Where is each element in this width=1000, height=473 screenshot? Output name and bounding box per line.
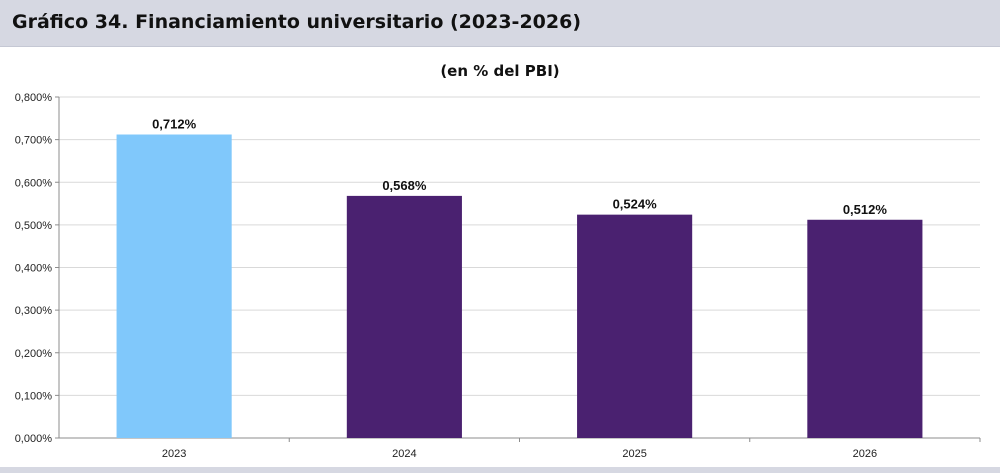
x-tick-label-2023: 2023	[162, 448, 186, 460]
bar-2026	[807, 219, 923, 438]
footer-bar	[0, 467, 1000, 473]
x-tick-label-2024: 2024	[392, 448, 416, 460]
y-tick-label: 0,600%	[15, 177, 53, 189]
bar-2024	[346, 195, 462, 438]
chart-subtitle: (en % del PBI)	[440, 62, 560, 80]
bar-2023	[116, 134, 232, 438]
data-label-2026: 0,512%	[843, 202, 888, 217]
y-tick-label: 0,800%	[15, 92, 53, 104]
y-tick-label: 0,700%	[15, 135, 53, 147]
y-tick-label: 0,400%	[15, 263, 53, 275]
x-tick-label-2025: 2025	[622, 448, 646, 460]
y-tick-label: 0,100%	[15, 390, 53, 402]
bar-2025	[577, 214, 693, 438]
x-tick-label-2026: 2026	[853, 448, 877, 460]
y-tick-label: 0,200%	[15, 348, 53, 360]
data-label-2023: 0,712%	[152, 117, 197, 132]
y-tick-label: 0,000%	[15, 433, 53, 445]
y-tick-label: 0,300%	[15, 305, 53, 317]
data-label-2024: 0,568%	[382, 178, 427, 193]
figure-title: Gráfico 34. Financiamiento universitario…	[12, 11, 582, 33]
header-bar: Gráfico 34. Financiamiento universitario…	[0, 0, 1000, 47]
data-label-2025: 0,524%	[613, 197, 658, 212]
y-tick-label: 0,500%	[15, 220, 53, 232]
